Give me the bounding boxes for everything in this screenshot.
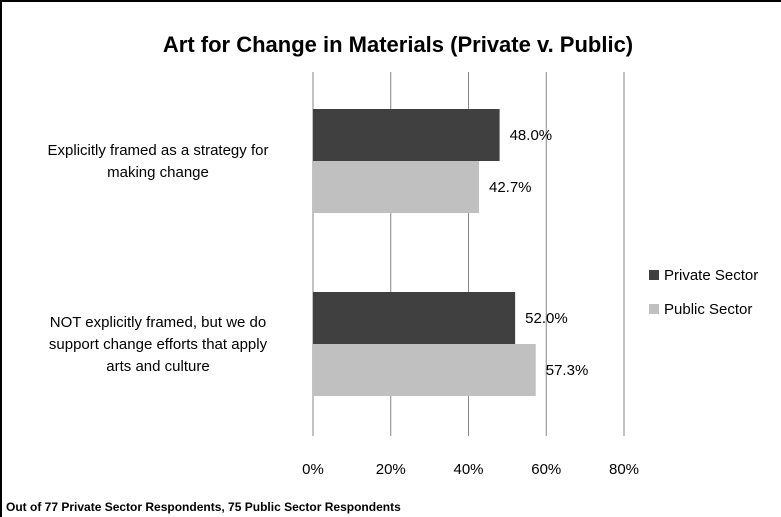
data-label: 52.0%	[525, 310, 568, 327]
chart-title: Art for Change in Materials (Private v. …	[163, 32, 633, 57]
footnote: Out of 77 Private Sector Respondents, 75…	[6, 500, 401, 514]
category-label-line: arts and culture	[106, 358, 209, 375]
bar-public-1	[313, 161, 479, 213]
bar-public-2	[313, 344, 536, 396]
category-label: Explicitly framed as a strategy for makin…	[48, 142, 269, 181]
x-tick-label: 40%	[453, 461, 483, 478]
x-tick-label: 60%	[531, 461, 561, 478]
data-labels: 48.0% 42.7% 52.0% 57.3%	[489, 127, 588, 379]
category-labels: Explicitly framed as a strategy for makin…	[48, 142, 269, 375]
data-label: 57.3%	[546, 362, 589, 379]
legend: Private Sector Public Sector	[649, 267, 758, 318]
x-tick-label: 20%	[376, 461, 406, 478]
data-label: 48.0%	[510, 127, 553, 144]
legend-label: Public Sector	[664, 301, 752, 318]
bar-private-1	[313, 109, 500, 161]
bar-private-2	[313, 292, 516, 344]
legend-swatch	[649, 304, 659, 314]
category-label-line: support change efforts that apply	[49, 336, 268, 353]
category-label: NOT explicitly framed, but we do support …	[49, 314, 268, 375]
category-label-line: NOT explicitly framed, but we do	[50, 314, 266, 331]
category-label-line: Explicitly framed as a strategy for	[48, 142, 269, 159]
x-axis-tick-labels: 0% 20% 40% 60% 80%	[302, 461, 639, 478]
bars	[313, 109, 536, 396]
legend-swatch	[649, 270, 659, 280]
legend-label: Private Sector	[664, 267, 758, 284]
data-label: 42.7%	[489, 179, 532, 196]
x-tick-label: 0%	[302, 461, 324, 478]
category-label-line: making change	[107, 164, 209, 181]
x-tick-label: 80%	[609, 461, 639, 478]
